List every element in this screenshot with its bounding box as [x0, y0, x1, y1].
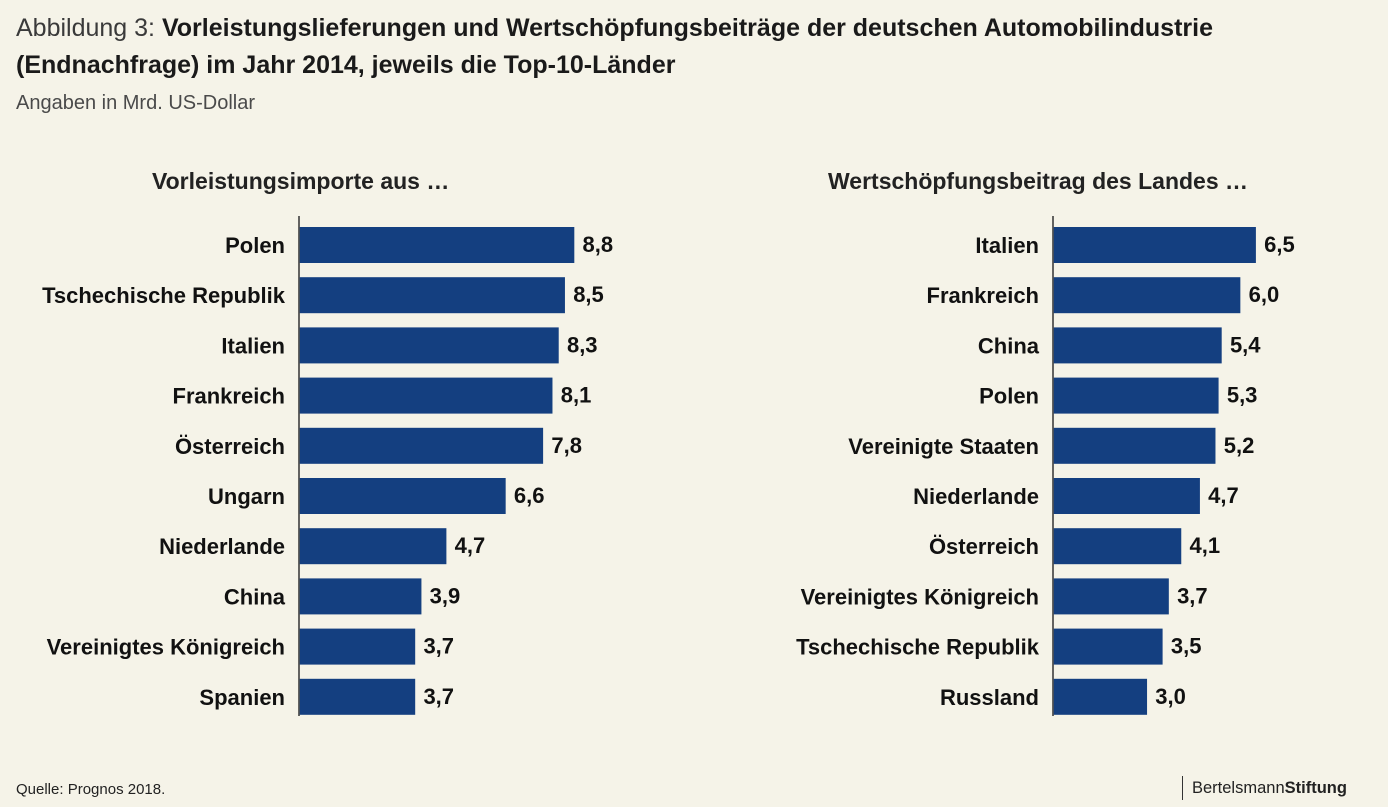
left-value-label: 7,8 — [551, 433, 582, 458]
right-category-label: Italien — [975, 233, 1039, 258]
left-category-label: Vereinigtes Königreich — [47, 635, 285, 660]
right-value-label: 3,0 — [1155, 684, 1186, 709]
right-category-label: Vereinigtes Königreich — [801, 584, 1039, 609]
left-chart-title: Vorleistungsimporte aus … — [152, 168, 450, 194]
right-value-label: 6,5 — [1264, 232, 1295, 257]
left-category-label: China — [224, 584, 286, 609]
left-bar — [299, 377, 553, 414]
left-category-label: Österreich — [175, 434, 285, 459]
left-category-label: Ungarn — [208, 484, 285, 509]
left-category-label: Polen — [225, 233, 285, 258]
figure-number: Abbildung 3: — [16, 14, 156, 42]
left-bar — [299, 478, 506, 514]
left-category-label: Tschechische Republik — [42, 283, 286, 308]
left-value-label: 3,7 — [423, 634, 454, 659]
right-bar — [1053, 478, 1200, 514]
left-value-label: 8,8 — [583, 232, 614, 257]
right-category-label: Tschechische Republik — [796, 635, 1040, 660]
right-bar — [1053, 327, 1222, 364]
logo-text-bold: Stiftung — [1284, 779, 1347, 797]
right-bar — [1053, 528, 1182, 565]
right-category-label: Vereinigte Staaten — [848, 434, 1039, 459]
left-category-label: Frankreich — [173, 384, 286, 409]
source-note: Quelle: Prognos 2018. — [16, 781, 166, 798]
bertelsmann-stiftung-logo: BertelsmannStiftung — [1182, 776, 1347, 800]
left-bar — [299, 578, 422, 615]
left-value-label: 8,5 — [573, 282, 604, 307]
left-category-label: Spanien — [199, 685, 285, 710]
left-bar — [299, 277, 565, 314]
right-value-label: 3,5 — [1171, 634, 1202, 659]
left-bar — [299, 678, 416, 715]
left-category-label: Italien — [221, 333, 285, 358]
left-category-label: Niederlande — [159, 534, 285, 559]
left-value-label: 8,1 — [561, 383, 592, 408]
right-bar — [1053, 628, 1163, 665]
left-value-label: 3,9 — [430, 583, 461, 608]
right-bar — [1053, 427, 1216, 464]
right-category-label: Österreich — [929, 534, 1039, 559]
right-value-label: 5,4 — [1230, 332, 1261, 357]
left-bar — [299, 427, 544, 464]
right-bar — [1053, 227, 1256, 263]
right-value-label: 6,0 — [1249, 282, 1280, 307]
right-category-label: Niederlande — [913, 484, 1039, 509]
left-value-label: 6,6 — [514, 483, 545, 508]
right-bar — [1053, 578, 1169, 615]
right-bar — [1053, 277, 1241, 314]
left-bar — [299, 628, 416, 665]
right-category-label: Frankreich — [927, 283, 1040, 308]
figure-heading: Abbildung 3: Vorleistungslieferungen und… — [16, 10, 1366, 84]
right-value-label: 5,3 — [1227, 383, 1258, 408]
right-value-label: 4,1 — [1190, 533, 1221, 558]
right-bar — [1053, 678, 1148, 715]
left-value-label: 3,7 — [423, 684, 454, 709]
right-category-label: China — [978, 333, 1040, 358]
right-chart-title: Wertschöpfungsbeitrag des Landes … — [828, 168, 1249, 194]
figure-subtitle: Angaben in Mrd. US-Dollar — [16, 92, 255, 114]
right-value-label: 3,7 — [1177, 583, 1208, 608]
figure-title: Vorleistungslieferungen und Wertschöpfun… — [16, 14, 1213, 79]
right-value-label: 4,7 — [1208, 483, 1239, 508]
right-value-label: 5,2 — [1224, 433, 1255, 458]
right-category-label: Polen — [979, 384, 1039, 409]
left-bar — [299, 528, 447, 565]
logo-text-light: Bertelsmann — [1192, 779, 1285, 797]
left-bar — [299, 327, 559, 364]
left-value-label: 4,7 — [455, 533, 486, 558]
left-value-label: 8,3 — [567, 332, 598, 357]
right-category-label: Russland — [940, 685, 1039, 710]
right-bar — [1053, 377, 1219, 414]
left-bar — [299, 227, 575, 263]
